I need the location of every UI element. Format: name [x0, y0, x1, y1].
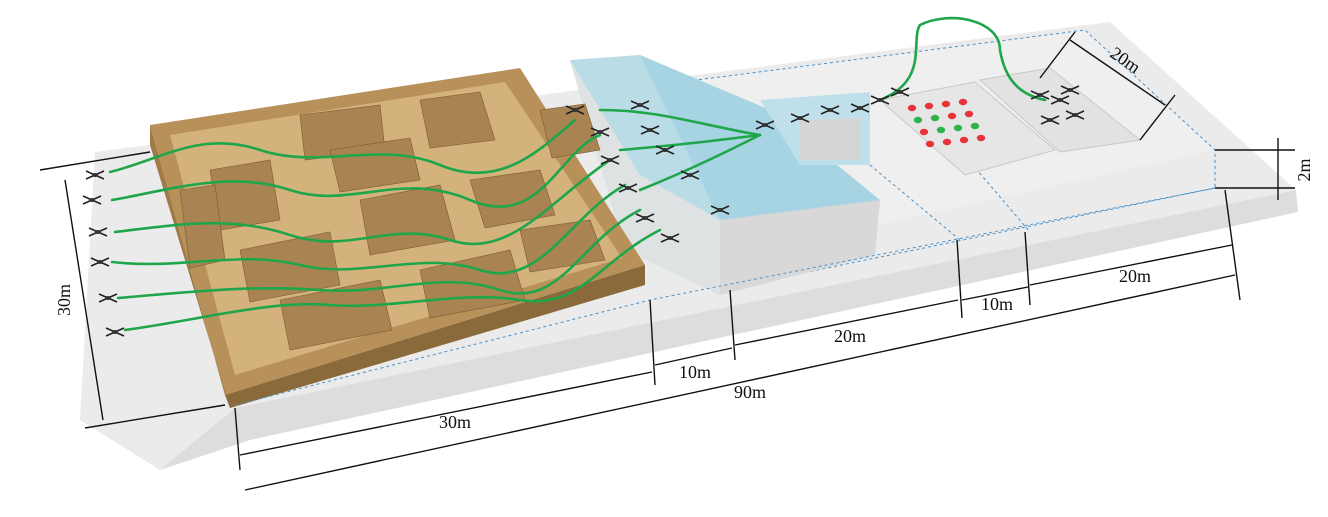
drone-group [82, 85, 1085, 337]
quadrotor-drone-icon [618, 183, 638, 193]
quadrotor-drone-icon [600, 155, 620, 165]
quadrotor-drone-icon [790, 113, 810, 123]
target-dot [919, 128, 929, 136]
quadrotor-drone-icon [105, 327, 125, 337]
quadrotor-drone-icon [640, 125, 660, 135]
target-dot [959, 136, 969, 144]
quadrotor-drone-icon [680, 170, 700, 180]
target-dot [947, 112, 957, 120]
quadrotor-drone-icon [98, 293, 118, 303]
label-gap-1: 10m [679, 362, 711, 382]
target-dot [930, 114, 940, 122]
quadrotor-drone-icon [590, 127, 610, 137]
quadrotor-drone-icon [660, 233, 680, 243]
label-height: 2m [1294, 158, 1314, 181]
target-dot [953, 124, 963, 132]
quadrotor-drone-icon [82, 195, 102, 205]
target-dot [925, 140, 935, 148]
quadrotor-drone-icon [635, 213, 655, 223]
quadrotor-drone-icon [755, 120, 775, 130]
label-gap-2: 10m [981, 294, 1013, 314]
quadrotor-drone-icon [890, 87, 910, 97]
target-dot [936, 126, 946, 134]
quadrotor-drone-icon [655, 145, 675, 155]
target-dot [907, 104, 917, 112]
target-dot [970, 122, 980, 130]
quadrotor-drone-icon [565, 105, 585, 115]
quadrotor-drone-icon [710, 205, 730, 215]
building [570, 55, 880, 295]
target-board [878, 81, 1057, 176]
target-dot [941, 100, 951, 108]
quadrotor-drone-icon [850, 103, 870, 113]
quadrotor-drone-icon [1030, 90, 1050, 100]
quadrotor-drone-icon [88, 227, 108, 237]
quadrotor-drone-icon [1065, 110, 1085, 120]
target-dot [958, 98, 968, 106]
target-dot [942, 138, 952, 146]
target-dot [964, 110, 974, 118]
label-depth: 30m [54, 284, 74, 316]
label-maze-length: 30m [439, 412, 471, 432]
quadrotor-drone-icon [820, 105, 840, 115]
quadrotor-drone-icon [85, 170, 105, 180]
quadrotor-drone-icon [1040, 115, 1060, 125]
label-total-width: 90m [734, 382, 766, 402]
quadrotor-drone-icon [90, 257, 110, 267]
target-dot [913, 116, 923, 124]
zone-divider-1 [869, 164, 961, 241]
quadrotor-drone-icon [630, 100, 650, 110]
target-dot [924, 102, 934, 110]
ground-plate-front [160, 190, 1298, 470]
label-building-length: 20m [834, 326, 866, 346]
flight-paths [108, 16, 1047, 332]
dimension-lines [39, 31, 1295, 491]
quadrotor-drone-icon [870, 95, 890, 105]
target-dot-grid [907, 98, 986, 148]
quadrotor-drone-icon [1050, 95, 1070, 105]
label-target-zone-length: 20m [1119, 266, 1151, 286]
target-dot [976, 134, 986, 142]
quadrotor-drone-icon [1060, 85, 1080, 95]
